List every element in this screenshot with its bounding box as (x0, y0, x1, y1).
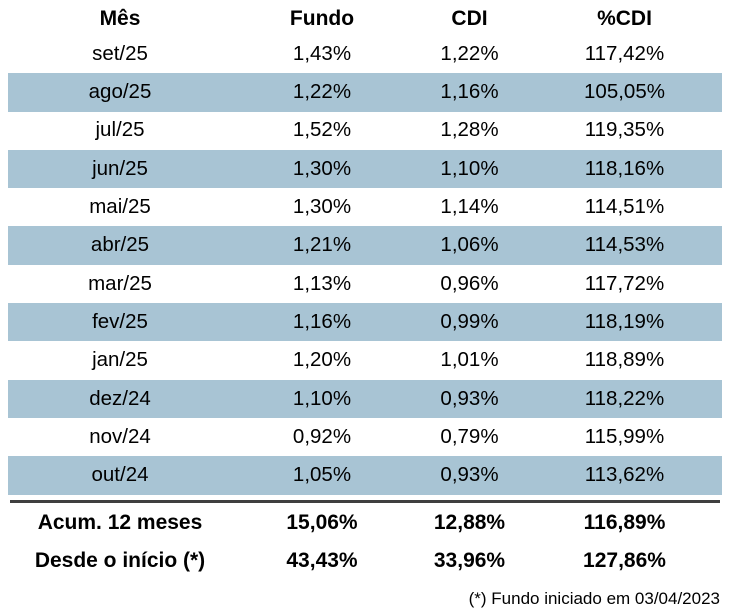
fundo-cell: 1,16% (292, 309, 352, 333)
table-row: fev/25 1,16% 0,99% 118,19% (8, 303, 722, 342)
pct-cdi-cell: 118,16% (584, 156, 665, 180)
summary-label: Desde o início (*) (34, 549, 206, 573)
fund-performance-table: Mês Fundo CDI %CDI set/25 1,43% 1,22% 11… (8, 0, 722, 609)
cdi-cell: 1,10% (440, 156, 499, 180)
fundo-cell: 1,43% (292, 41, 352, 65)
cdi-cell: 0,79% (440, 424, 499, 448)
summary-label: Acum. 12 meses (37, 511, 203, 535)
inception-footnote: (*) Fundo iniciado em 03/04/2023 (468, 588, 720, 608)
cdi-cell: 1,22% (440, 41, 499, 65)
column-header-cdi: CDI (451, 7, 488, 30)
cdi-cell: 0,99% (440, 309, 499, 333)
fundo-cell: 43,43% (286, 549, 358, 573)
pct-cdi-cell: 105,05% (584, 80, 665, 104)
month-cell: jun/25 (92, 156, 148, 180)
column-header-mes: Mês (99, 7, 141, 30)
pct-cdi-cell: 118,22% (584, 386, 665, 410)
fundo-cell: 15,06% (286, 511, 358, 535)
summary-row-since-inception: Desde o início (*) 43,43% 33,96% 127,86% (8, 542, 722, 580)
fundo-cell: 1,30% (292, 195, 352, 219)
table-row: ago/25 1,22% 1,16% 105,05% (8, 73, 722, 112)
cdi-cell: 1,06% (440, 233, 499, 257)
pct-cdi-cell: 116,89% (583, 511, 666, 535)
pct-cdi-cell: 117,42% (584, 41, 665, 65)
month-cell: out/24 (91, 463, 149, 487)
fundo-cell: 1,52% (292, 118, 352, 142)
fundo-cell: 1,30% (292, 156, 352, 180)
month-cell: fev/25 (92, 309, 148, 333)
fundo-cell: 0,92% (292, 424, 352, 448)
fundo-cell: 1,22% (292, 80, 352, 104)
cdi-cell: 1,16% (440, 80, 499, 104)
month-cell: abr/25 (90, 233, 150, 257)
month-cell: set/25 (92, 41, 148, 65)
pct-cdi-cell: 117,72% (584, 271, 665, 295)
column-header-pct-cdi: %CDI (597, 7, 652, 30)
fundo-cell: 1,21% (292, 233, 352, 257)
fundo-cell: 1,05% (292, 463, 352, 487)
fundo-cell: 1,10% (292, 386, 352, 410)
month-cell: nov/24 (89, 424, 151, 448)
month-cell: mai/25 (89, 195, 151, 219)
table-row: mai/25 1,30% 1,14% 114,51% (8, 188, 722, 226)
cdi-cell: 1,01% (440, 348, 499, 372)
table-row: out/24 1,05% 0,93% 113,62% (8, 456, 722, 495)
summary-row-12-months: Acum. 12 meses 15,06% 12,88% 116,89% (8, 504, 722, 542)
month-cell: ago/25 (88, 80, 152, 104)
column-header-fundo: Fundo (289, 7, 355, 30)
table-row: jul/25 1,52% 1,28% 119,35% (8, 112, 722, 150)
pct-cdi-cell: 118,19% (584, 309, 665, 333)
pct-cdi-cell: 113,62% (584, 463, 665, 487)
pct-cdi-cell: 115,99% (584, 424, 665, 448)
table-row: abr/25 1,21% 1,06% 114,53% (8, 226, 722, 265)
cdi-cell: 12,88% (433, 511, 506, 535)
pct-cdi-cell: 118,89% (584, 348, 665, 372)
fundo-cell: 1,13% (292, 271, 352, 295)
cdi-cell: 1,28% (440, 118, 499, 142)
cdi-cell: 1,14% (440, 195, 499, 219)
cdi-cell: 0,93% (440, 386, 499, 410)
month-cell: dez/24 (89, 386, 151, 410)
month-cell: mar/25 (88, 271, 152, 295)
month-cell: jul/25 (95, 118, 145, 142)
pct-cdi-cell: 114,53% (584, 233, 665, 257)
month-cell: jan/25 (92, 348, 148, 372)
table-row: jan/25 1,20% 1,01% 118,89% (8, 341, 722, 379)
fundo-cell: 1,20% (292, 348, 352, 372)
cdi-cell: 0,93% (440, 463, 499, 487)
pct-cdi-cell: 127,86% (583, 549, 666, 573)
table-row: dez/24 1,10% 0,93% 118,22% (8, 379, 722, 418)
table-row: nov/24 0,92% 0,79% 115,99% (8, 418, 722, 456)
table-header-row: Mês Fundo CDI %CDI (8, 2, 722, 35)
pct-cdi-cell: 114,51% (584, 195, 665, 219)
summary-divider-line (10, 499, 720, 503)
cdi-cell: 33,96% (433, 549, 506, 573)
pct-cdi-cell: 119,35% (584, 118, 665, 142)
table-row: jun/25 1,30% 1,10% 118,16% (8, 149, 722, 189)
table-row: mar/25 1,13% 0,96% 117,72% (8, 265, 722, 303)
cdi-cell: 0,96% (440, 271, 499, 295)
table-row: set/25 1,43% 1,22% 117,42% (8, 35, 722, 73)
